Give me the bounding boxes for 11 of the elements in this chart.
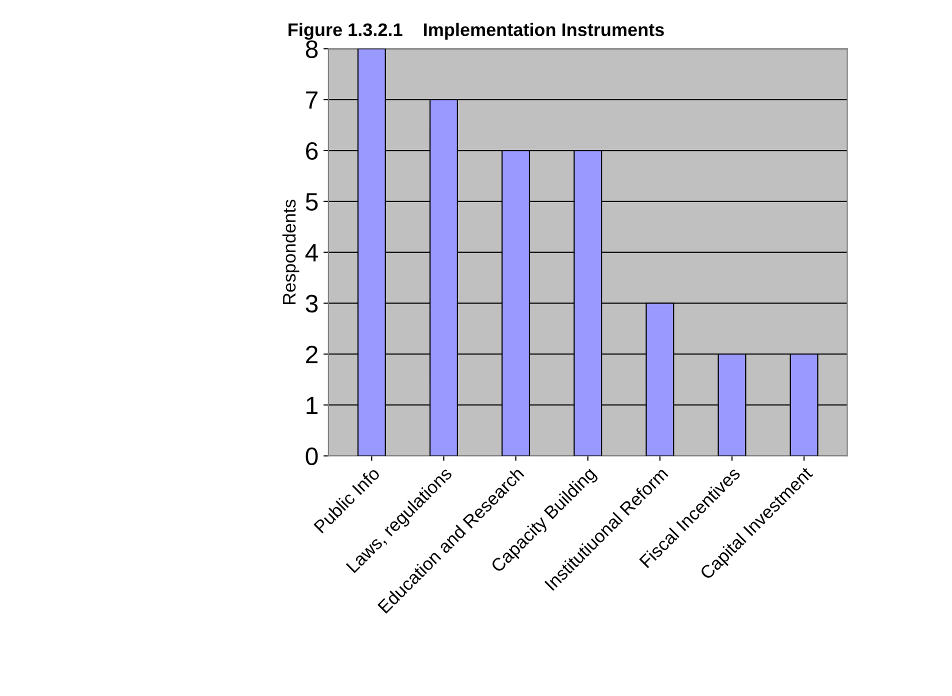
- y-axis-title: Respondents: [282, 200, 300, 304]
- y-tick-label: 3: [306, 294, 318, 312]
- y-tick-label: 7: [306, 91, 318, 109]
- y-tick-label: 5: [306, 193, 318, 211]
- y-tick-label: 1: [306, 396, 318, 414]
- y-tick-label: 4: [305, 244, 318, 262]
- y-tick-label: 2: [306, 346, 318, 364]
- chart-title: Figure 1.3.2.1 Implementation Instruments: [288, 22, 664, 40]
- y-tick-label: 0: [306, 447, 318, 466]
- y-tick-label: 6: [306, 142, 318, 160]
- y-tick-label: 8: [306, 40, 318, 58]
